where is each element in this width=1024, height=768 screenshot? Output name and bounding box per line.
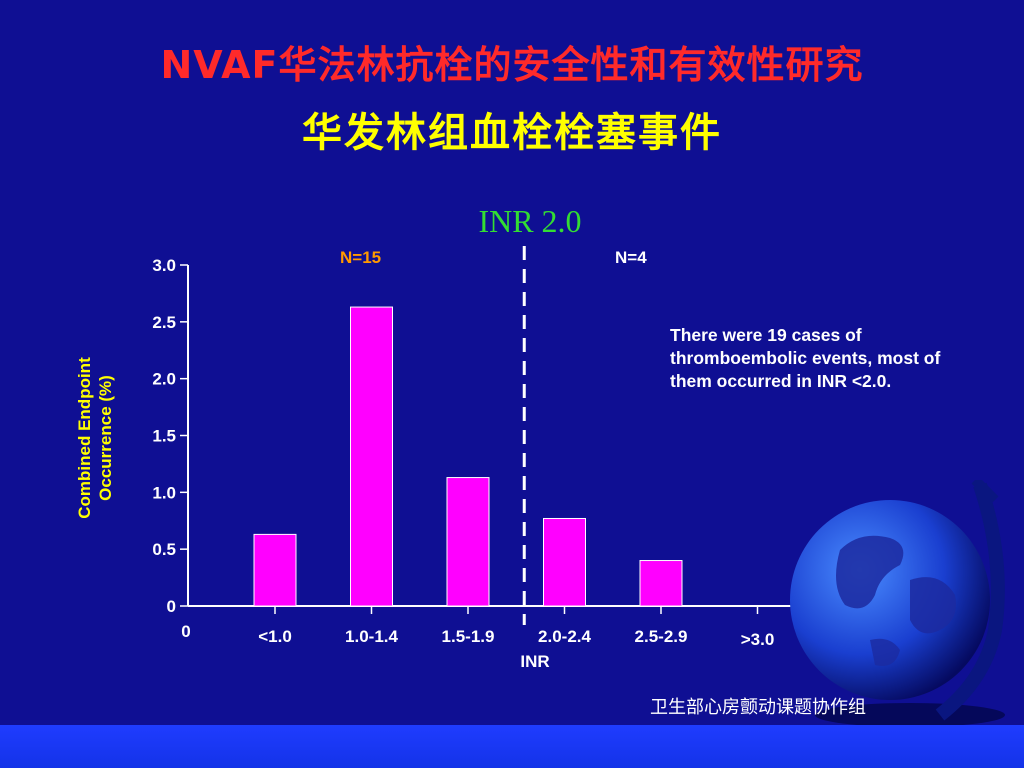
y-tick-label: 2.5 — [152, 313, 176, 332]
bar — [446, 477, 490, 607]
bar — [253, 533, 297, 607]
x-tick-label: <1.0 — [258, 627, 292, 646]
summary-note: There were 19 cases of thromboembolic ev… — [670, 325, 941, 391]
x-axis-label: INR — [520, 652, 550, 671]
globe-icon — [790, 480, 1005, 727]
credit-text: 卫生部心房颤动课题协作组 — [650, 697, 866, 718]
y-tick-label: 0 — [167, 597, 176, 616]
n-right-count: N=4 — [615, 248, 647, 267]
y-tick-label: 1.5 — [152, 427, 176, 446]
x-origin-label: 0 — [181, 622, 190, 641]
x-tick-label: 2.5-2.9 — [635, 627, 688, 646]
inr-threshold-label: INR 2.0 — [478, 203, 582, 239]
y-tick-label: 1.0 — [152, 483, 176, 502]
y-tick-label: 0.5 — [152, 540, 176, 559]
x-tick-label: 2.0-2.4 — [538, 627, 591, 646]
x-tick-label: >3.0 — [741, 630, 775, 649]
n-left-count: N=15 — [340, 248, 382, 267]
bottom-band — [0, 725, 1024, 768]
x-tick-label: 1.0-1.4 — [345, 627, 398, 646]
slide-title: NVAF华法林抗栓的安全性和有效性研究 — [160, 43, 864, 87]
bar — [350, 306, 393, 607]
bar — [543, 517, 586, 607]
bar — [639, 560, 683, 607]
y-tick-label: 2.0 — [152, 370, 176, 389]
slide-subtitle: 华发林组血栓栓塞事件 — [302, 110, 722, 156]
y-tick-label: 3.0 — [152, 256, 176, 275]
x-tick-label: 1.5-1.9 — [442, 627, 495, 646]
